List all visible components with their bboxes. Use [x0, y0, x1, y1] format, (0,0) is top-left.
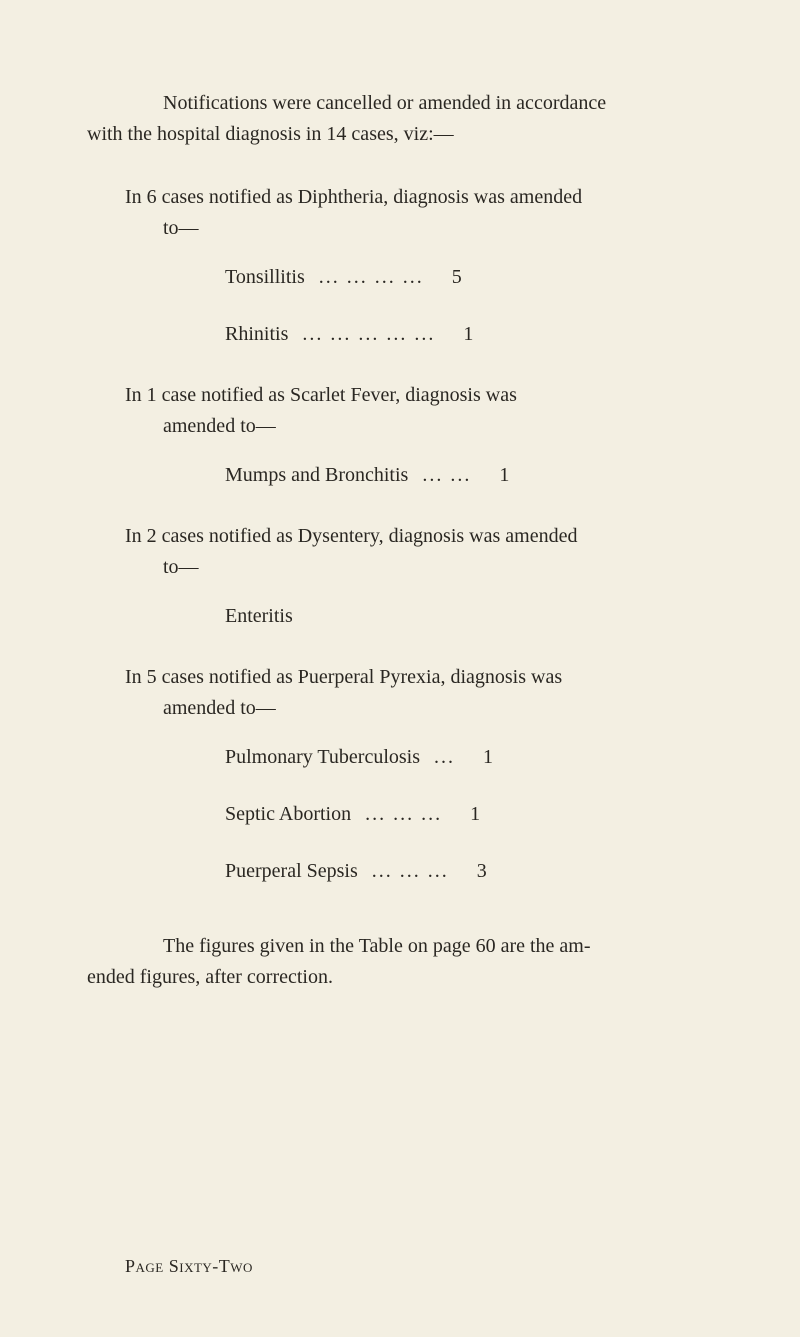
leader-dots: ... ...	[408, 460, 479, 491]
item-label: Enteritis	[225, 601, 293, 632]
section-heading: In 1 case notified as Scarlet Fever, dia…	[125, 380, 705, 442]
document-page: Notifications were cancelled or amended …	[0, 0, 800, 1337]
intro-paragraph: Notifications were cancelled or amended …	[125, 88, 705, 150]
item-value: 3	[457, 856, 487, 887]
page-footer: Page Sixty-Two	[125, 1256, 253, 1277]
list-item: Puerperal Sepsis ... ... ... 3	[225, 856, 705, 887]
closing-line1: The figures given in the Table on page 6…	[163, 935, 591, 957]
intro-line2: with the hospital diagnosis in 14 cases,…	[87, 119, 454, 150]
heading-text: In 2 cases notified as Dysentery, diagno…	[125, 525, 577, 547]
list-item: Pulmonary Tuberculosis ... 1	[225, 742, 705, 773]
leader-dots: ...	[420, 742, 463, 773]
item-label: Tonsillitis	[225, 262, 305, 293]
list-item: Enteritis	[225, 601, 705, 632]
item-value: 1	[450, 799, 480, 830]
item-label: Pulmonary Tuberculosis	[225, 742, 420, 773]
closing-line2: ended figures, after correction.	[87, 962, 333, 993]
heading-text: In 1 case notified as Scarlet Fever, dia…	[125, 384, 517, 406]
item-value: 1	[443, 319, 473, 350]
list-item: Tonsillitis ... ... ... ... 5	[225, 262, 705, 293]
item-value: 1	[479, 460, 509, 491]
section-heading: In 2 cases notified as Dysentery, diagno…	[125, 521, 705, 583]
to-text: amended to—	[163, 411, 276, 442]
item-label: Mumps and Bronchitis	[225, 460, 408, 491]
to-text: to—	[163, 552, 199, 583]
leader-dots: ... ... ...	[358, 856, 457, 887]
item-label: Puerperal Sepsis	[225, 856, 358, 887]
section-heading: In 6 cases notified as Diphtheria, diagn…	[125, 182, 705, 244]
intro-line1: Notifications were cancelled or amended …	[163, 92, 606, 114]
to-text: amended to—	[163, 693, 276, 724]
item-label: Rhinitis	[225, 319, 288, 350]
item-label: Septic Abortion	[225, 799, 351, 830]
item-value: 5	[432, 262, 462, 293]
leader-dots: ... ... ...	[351, 799, 450, 830]
leader-dots: ... ... ... ... ...	[288, 319, 443, 350]
list-item: Rhinitis ... ... ... ... ... 1	[225, 319, 705, 350]
list-item: Mumps and Bronchitis ... ... 1	[225, 460, 705, 491]
section-heading: In 5 cases notified as Puerperal Pyrexia…	[125, 662, 705, 724]
item-value: 1	[463, 742, 493, 773]
heading-text: In 6 cases notified as Diphtheria, diagn…	[125, 186, 582, 208]
list-item: Septic Abortion ... ... ... 1	[225, 799, 705, 830]
closing-paragraph: The figures given in the Table on page 6…	[125, 931, 705, 993]
leader-dots: ... ... ... ...	[305, 262, 432, 293]
to-text: to—	[163, 213, 199, 244]
heading-text: In 5 cases notified as Puerperal Pyrexia…	[125, 666, 562, 688]
